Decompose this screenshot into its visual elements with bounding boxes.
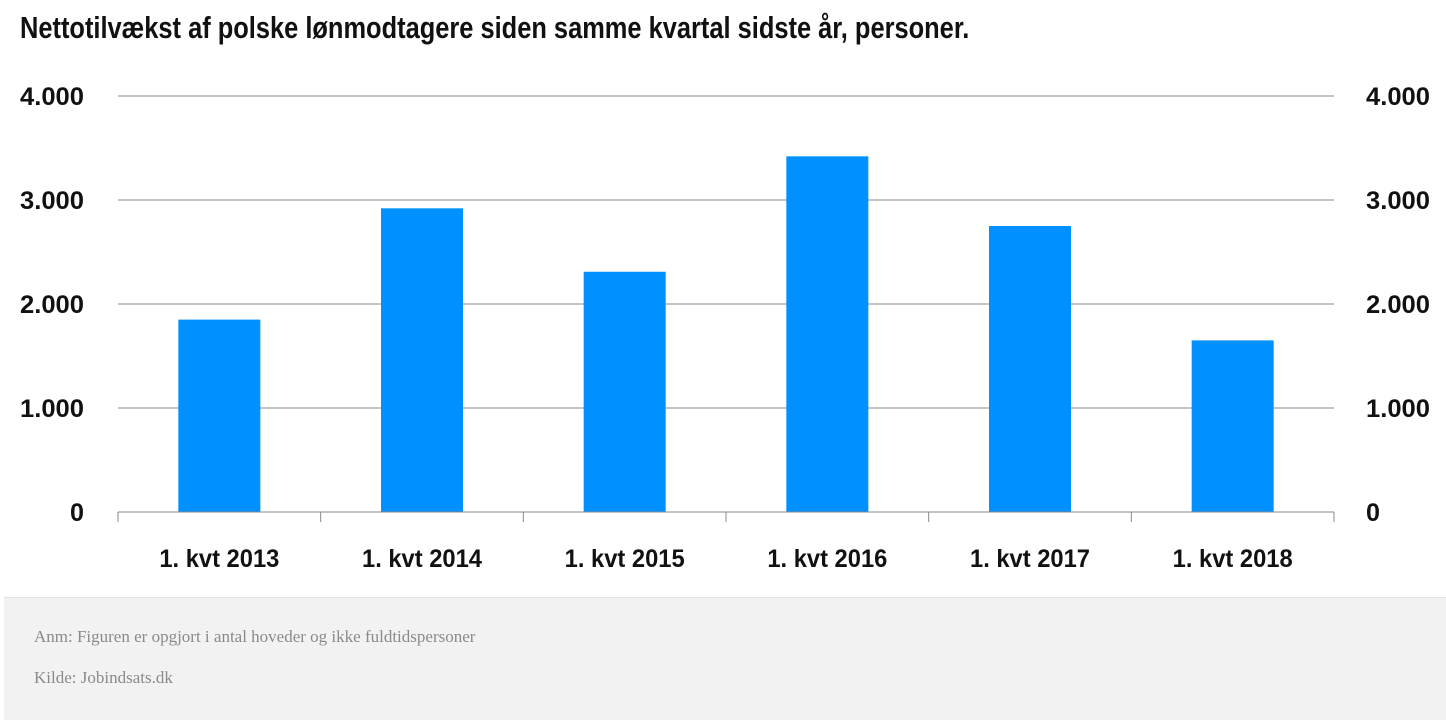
bar — [178, 319, 261, 512]
y-tick-label-left: 3.000 — [20, 187, 84, 215]
y-tick-label-right: 0 — [1366, 499, 1380, 527]
x-tick-label: 1. kvt 2014 — [362, 545, 482, 573]
bar-chart: 0 1.000 2.000 3.000 4.000 0 1.000 2.000 3.000 4.… — [20, 83, 1430, 573]
footer-source: Kilde: Jobindsats.dk — [34, 668, 173, 687]
bar — [583, 271, 666, 512]
bar — [786, 156, 869, 512]
y-tick-label-left: 0 — [70, 499, 84, 527]
x-tick-label: 1. kvt 2016 — [767, 545, 887, 573]
chart-title: Nettotilvækst af polske lønmodtagere sid… — [20, 10, 970, 45]
bar — [989, 226, 1071, 512]
x-tick-label: 1. kvt 2017 — [970, 545, 1090, 573]
footer-note: Anm: Figuren er opgjort i antal hoveder … — [34, 627, 476, 646]
y-axis-right-ticks: 0 1.000 2.000 3.000 4.000 — [1366, 83, 1430, 527]
y-tick-label-right: 3.000 — [1366, 187, 1430, 215]
y-tick-label-left: 1.000 — [20, 395, 84, 423]
gridlines — [118, 95, 1334, 409]
x-tick-label: 1. kvt 2013 — [159, 545, 279, 573]
x-tick-label: 1. kvt 2018 — [1173, 545, 1293, 573]
bars — [178, 156, 1274, 512]
bar — [381, 208, 463, 512]
x-axis — [117, 511, 1335, 522]
y-axis-left-ticks: 0 1.000 2.000 3.000 4.000 — [20, 83, 84, 527]
x-tick-label: 1. kvt 2015 — [565, 545, 685, 573]
y-tick-label-right: 1.000 — [1366, 395, 1430, 423]
x-axis-ticks: 1. kvt 2013 1. kvt 2014 1. kvt 2015 1. kvt … — [159, 545, 1292, 573]
y-tick-label-right: 2.000 — [1366, 291, 1430, 319]
y-tick-label-left: 4.000 — [20, 83, 84, 111]
bar — [1191, 340, 1274, 512]
y-tick-label-right: 4.000 — [1366, 83, 1430, 111]
y-tick-label-left: 2.000 — [20, 291, 84, 319]
chart-footer: Anm: Figuren er opgjort i antal hoveder … — [4, 597, 1446, 720]
